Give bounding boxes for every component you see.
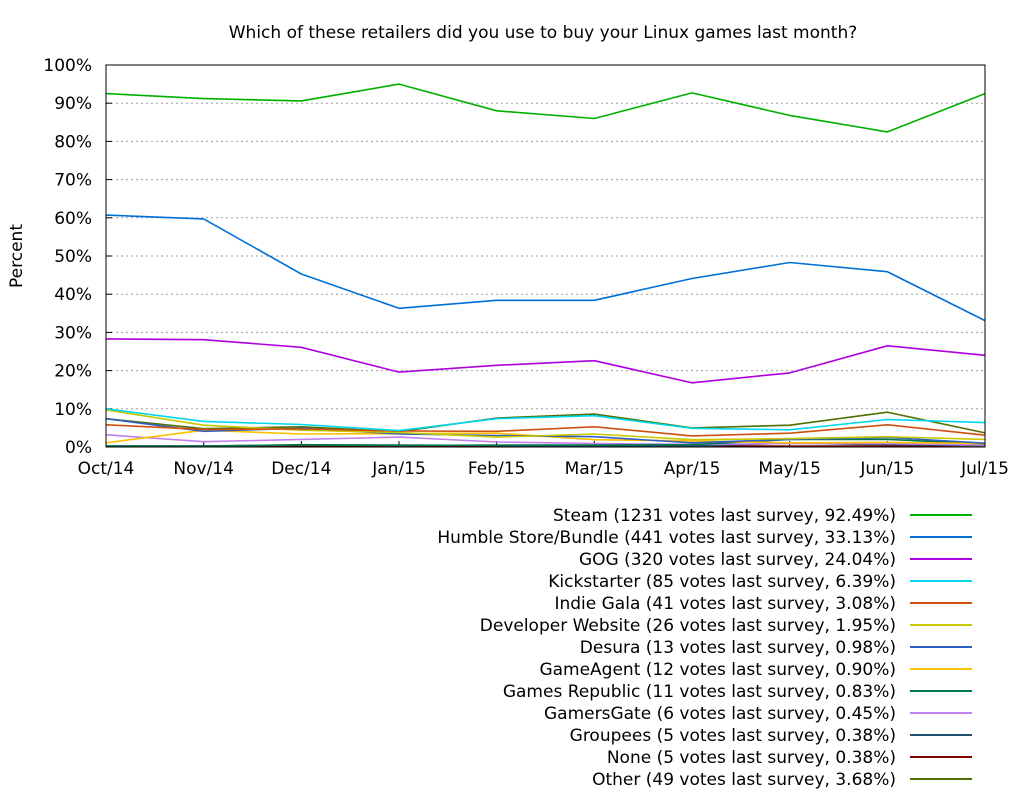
y-tick-label: 20% (54, 362, 92, 382)
legend-label: GameAgent (12 votes last survey, 0.90%) (539, 660, 896, 680)
legend: Steam (1231 votes last survey, 92.49%)Hu… (437, 506, 972, 790)
legend-item: None (5 votes last survey, 0.38%) (607, 748, 972, 768)
legend-item: Steam (1231 votes last survey, 92.49%) (553, 506, 972, 526)
y-tick-label: 50% (54, 247, 92, 267)
x-tick-label: May/15 (758, 459, 821, 479)
y-axis-label: Percent (7, 224, 27, 288)
y-tick-label: 100% (43, 56, 92, 76)
series-line (105, 338, 986, 384)
grid-lines (106, 102, 985, 410)
legend-label: GamersGate (6 votes last survey, 0.45%) (544, 704, 896, 724)
legend-label: Steam (1231 votes last survey, 92.49%) (553, 506, 896, 526)
y-tick-label: 80% (54, 132, 92, 152)
legend-item: Humble Store/Bundle (441 votes last surv… (437, 528, 972, 548)
legend-label: Humble Store/Bundle (441 votes last surv… (437, 528, 896, 548)
legend-item: Desura (13 votes last survey, 0.98%) (580, 638, 972, 658)
x-tick-label: Jan/15 (371, 459, 426, 479)
legend-item: GOG (320 votes last survey, 24.04%) (579, 550, 972, 570)
legend-label: Kickstarter (85 votes last survey, 6.39%… (548, 572, 896, 592)
legend-item: GamersGate (6 votes last survey, 0.45%) (544, 704, 972, 724)
y-tick-label: 60% (54, 209, 92, 229)
legend-label: Groupees (5 votes last survey, 0.38%) (570, 726, 896, 746)
plot-frame (105, 64, 986, 448)
legend-item: Groupees (5 votes last survey, 0.38%) (570, 726, 972, 746)
legend-item: Indie Gala (41 votes last survey, 3.08%) (554, 594, 972, 614)
x-tick-labels: Oct/14 Nov/14 Dec/14 Jan/15 Feb/15 Mar/15 Apr/… (78, 441, 1009, 479)
series-line (105, 434, 986, 446)
legend-label: Games Republic (11 votes last survey, 0.… (503, 682, 896, 702)
data-series (105, 83, 986, 448)
legend-label: Other (49 votes last survey, 3.68%) (592, 770, 896, 790)
legend-item: Developer Website (26 votes last survey,… (480, 616, 972, 636)
chart-title: Which of these retailers did you use to … (229, 23, 858, 43)
y-tick-label: 10% (54, 400, 92, 420)
x-tick-label: Mar/15 (565, 459, 624, 479)
y-tick-label: 0% (65, 438, 92, 458)
legend-item: Kickstarter (85 votes last survey, 6.39%… (548, 572, 972, 592)
x-tick-label: Oct/14 (78, 459, 135, 479)
series-line (105, 214, 986, 322)
series-line (106, 438, 986, 448)
x-tick-label: Jul/15 (960, 459, 1009, 479)
legend-label: Desura (13 votes last survey, 0.98%) (580, 638, 896, 658)
x-tick-label: Apr/15 (664, 459, 721, 479)
x-tick-label: Feb/15 (468, 459, 525, 479)
y-tick-label: 70% (54, 171, 92, 191)
x-tick-label: Jun/15 (859, 459, 914, 479)
legend-item: Games Republic (11 votes last survey, 0.… (503, 682, 972, 702)
x-tick-label: Dec/14 (271, 459, 331, 479)
series-line (105, 408, 986, 432)
x-tick-label: Nov/14 (173, 459, 234, 479)
y-tick-labels: 0% 10% 20% 30% 40% 50% 60% 70% 80% 90% 100% (43, 56, 112, 458)
legend-label: GOG (320 votes last survey, 24.04%) (579, 550, 896, 570)
legend-label: Indie Gala (41 votes last survey, 3.08%) (554, 594, 896, 614)
legend-label: Developer Website (26 votes last survey,… (480, 616, 896, 636)
legend-item: GameAgent (12 votes last survey, 0.90%) (539, 660, 972, 680)
legend-label: None (5 votes last survey, 0.38%) (607, 748, 896, 768)
legend-item: Other (49 votes last survey, 3.68%) (592, 770, 972, 790)
series-line (105, 423, 986, 437)
y-tick-label: 40% (54, 285, 92, 305)
y-tick-label: 90% (54, 94, 92, 114)
series-line (105, 83, 986, 133)
y-tick-label: 30% (54, 323, 92, 343)
series-line (105, 409, 986, 441)
